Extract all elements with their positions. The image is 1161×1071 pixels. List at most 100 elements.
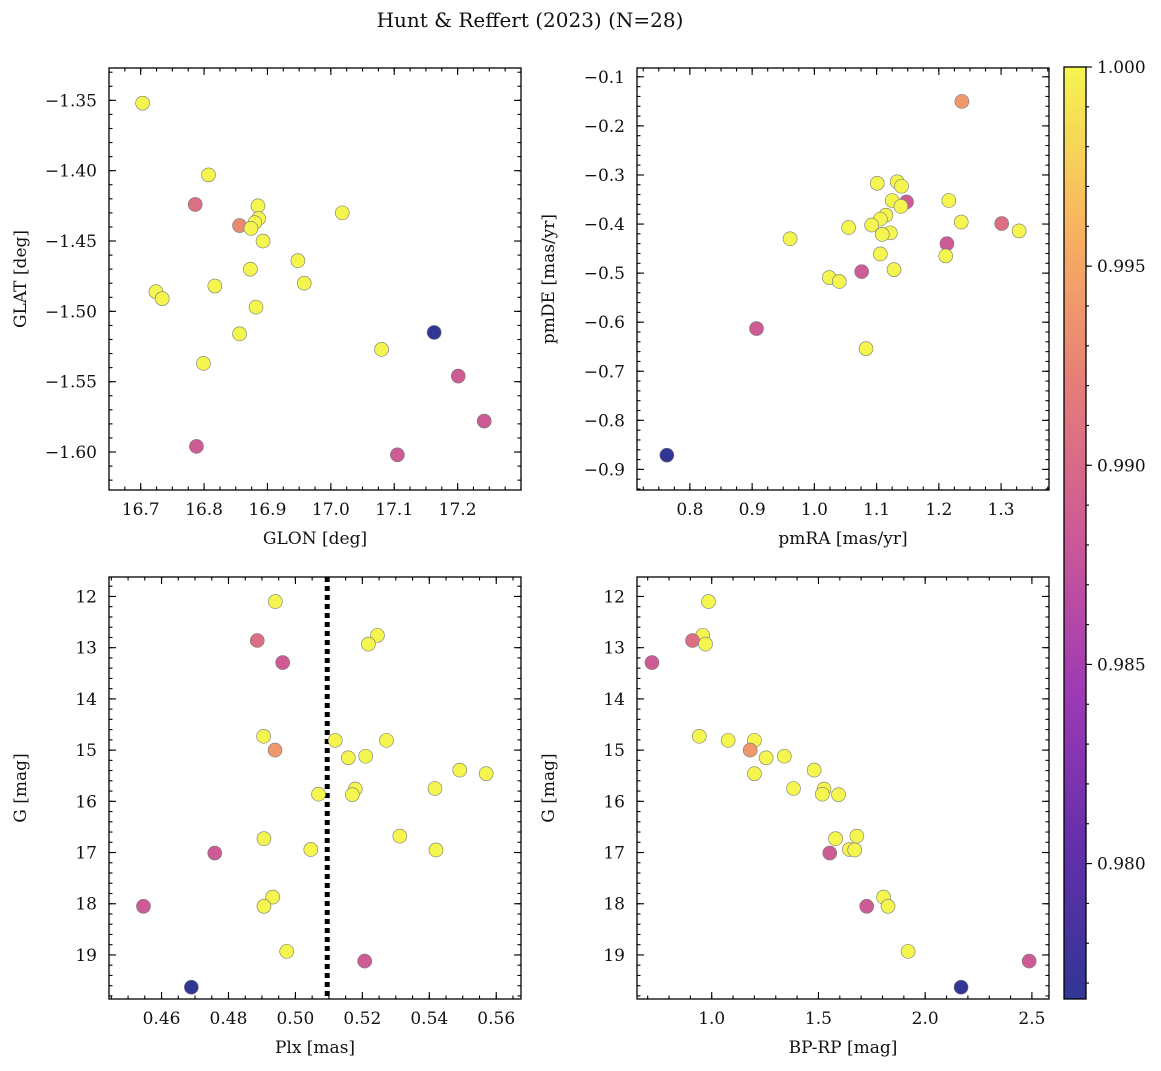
y-tick-label: −1.60 [45, 443, 97, 463]
data-point [136, 899, 151, 914]
data-point [290, 253, 306, 269]
y-tick-label: 17 [75, 844, 97, 864]
plot-frame [636, 576, 1050, 1000]
data-point [255, 233, 271, 249]
data-point [361, 636, 376, 652]
y-tick-label: −1.35 [45, 91, 97, 111]
data-point [207, 845, 223, 861]
plot-frame [636, 67, 1050, 491]
data-point [854, 264, 869, 279]
panel-bprp-g: 1.0 1.5 2.0 2.5 12 13 14 15 16 17 18 19 BP-RP [mag] G… [539, 576, 1050, 1058]
data-point [311, 786, 326, 802]
data-point [452, 762, 468, 778]
colorbar-tick-label: 0.980 [1097, 855, 1146, 875]
y-tick-label: 15 [603, 741, 625, 761]
data-point [814, 786, 830, 802]
data-point [370, 628, 385, 643]
data-point [953, 214, 969, 230]
y-tick-label: 14 [603, 690, 625, 710]
x-tick-label: 0.9 [739, 500, 766, 520]
y-tick-label: 13 [75, 639, 97, 659]
data-point [806, 762, 822, 778]
data-point [358, 748, 374, 764]
colorbar-tick-label: 0.995 [1097, 257, 1146, 277]
data-point [701, 594, 716, 609]
y-tick-label: 19 [603, 946, 625, 966]
data-point [249, 633, 265, 648]
data-point [256, 831, 272, 847]
data-point [275, 655, 291, 670]
data-point [954, 94, 970, 109]
data-point [938, 248, 953, 264]
y-axis-label: G [mag] [11, 753, 31, 822]
x-axis-label: GLON [deg] [263, 529, 367, 549]
data-point [782, 231, 798, 247]
data-point [478, 766, 494, 781]
x-tick-label: 0.48 [210, 1009, 248, 1029]
x-axis-label: BP-RP [mag] [789, 1038, 898, 1058]
y-tick-label: 16 [603, 792, 625, 812]
data-point [374, 342, 389, 357]
data-point [327, 733, 343, 748]
x-tick-label: 0.52 [343, 1009, 381, 1029]
data-point [886, 262, 902, 277]
data-point [250, 198, 266, 214]
colorbar-tick-label: 0.990 [1097, 456, 1146, 476]
data-point [392, 828, 408, 844]
x-tick-label: 0.8 [676, 500, 703, 520]
y-tick-label: 18 [75, 895, 97, 915]
y-tick-label: −1.45 [45, 232, 97, 252]
x-tick-label: 17.2 [439, 500, 477, 520]
data-point [864, 217, 879, 233]
x-tick-label: 0.50 [276, 1009, 314, 1029]
data-point [941, 193, 957, 208]
colorbar-gradient [1064, 67, 1086, 999]
y-tick-label: 13 [603, 639, 625, 659]
figure-title: Hunt & Reffert (2023) (N=28) [377, 8, 684, 32]
y-tick-label: 16 [75, 792, 97, 812]
panel-pmra-pmde: 0.8 0.9 1.0 1.1 1.2 1.3 −0.9 −0.8 −0.7 −0.6 −0.5 −0… [539, 67, 1050, 549]
y-tick-label: 19 [75, 946, 97, 966]
data-point [720, 733, 736, 748]
x-tick-label: 1.5 [805, 1009, 832, 1029]
x-tick-label: 17.1 [375, 500, 413, 520]
data-point [303, 842, 319, 857]
colorbar-tick-label: 0.985 [1097, 655, 1146, 675]
x-tick-label: 1.0 [801, 500, 828, 520]
y-tick-label: −0.7 [584, 362, 625, 382]
y-tick-label: −1.55 [45, 373, 97, 393]
data-point [644, 655, 660, 670]
data-point [334, 205, 350, 221]
data-point [1011, 223, 1027, 239]
data-point [426, 325, 442, 340]
y-axis-label: GLAT [deg] [11, 230, 31, 328]
x-tick-label: 1.1 [863, 500, 890, 520]
data-point [939, 236, 955, 251]
data-point [849, 828, 865, 844]
data-point [379, 733, 394, 748]
data-point [427, 781, 443, 796]
data-point [428, 842, 444, 858]
data-point [279, 944, 295, 959]
x-tick-label: 2.0 [912, 1009, 939, 1029]
plot-frame [108, 576, 522, 1000]
x-tick-label: 16.8 [185, 500, 223, 520]
data-point [747, 766, 762, 781]
data-point [749, 321, 764, 336]
data-point [692, 728, 707, 744]
data-point [822, 845, 838, 861]
data-point [201, 167, 216, 183]
data-point [776, 748, 792, 764]
data-point [243, 221, 259, 236]
data-point [256, 728, 271, 744]
data-point [894, 178, 909, 194]
data-point [154, 291, 170, 306]
data-point [207, 278, 223, 294]
data-point [296, 275, 312, 291]
y-tick-label: −0.3 [584, 166, 625, 186]
x-tick-label: 1.2 [925, 500, 952, 520]
x-tick-label: 1.0 [698, 1009, 725, 1029]
y-tick-label: −0.2 [584, 117, 625, 137]
data-point [189, 439, 204, 454]
y-tick-label: −0.8 [584, 411, 625, 431]
